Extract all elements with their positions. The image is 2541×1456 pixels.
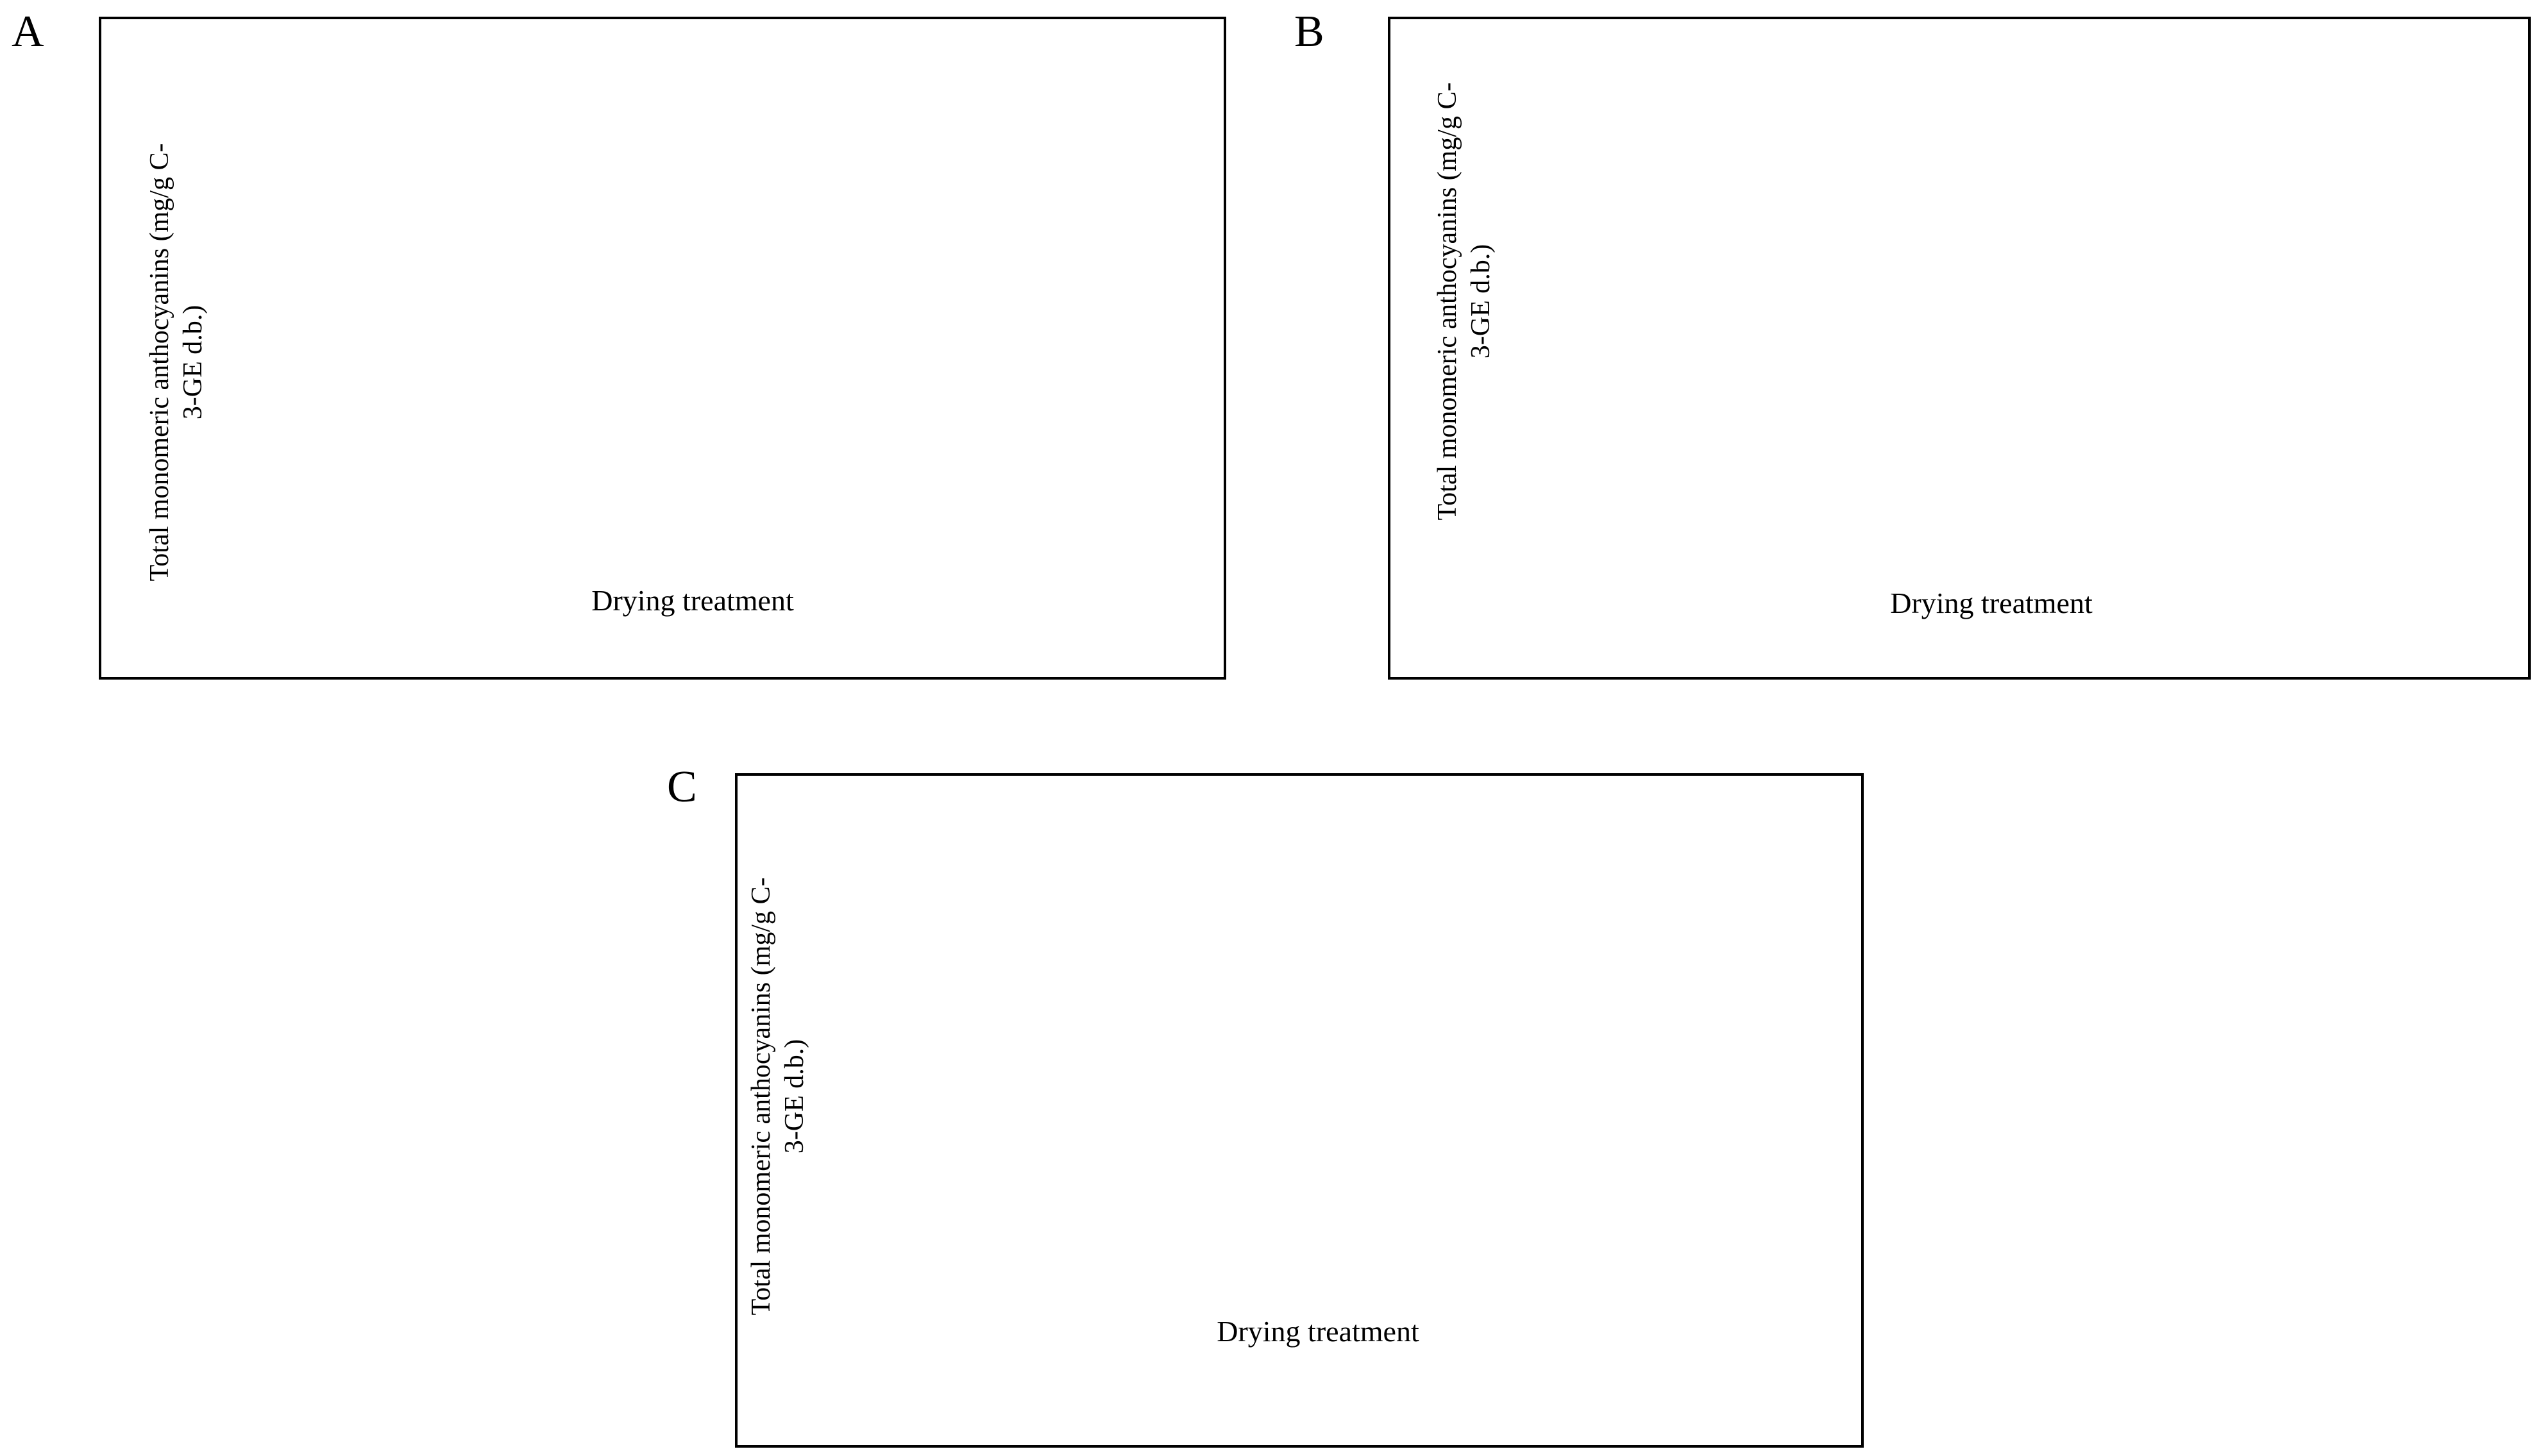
panel-label-c: C bbox=[667, 762, 697, 812]
panel-a-frame bbox=[99, 17, 1226, 680]
panel-b-frame bbox=[1388, 17, 2531, 680]
xlabel-b: Drying treatment bbox=[1890, 587, 2093, 619]
panel-c: C Total monomeric anthocyanins (mg/g C- … bbox=[667, 762, 1864, 1448]
panel-b: B Total monomeric anthocyanins (mg/g C- … bbox=[1294, 7, 2531, 680]
xlabel-c: Drying treatment bbox=[1217, 1315, 1419, 1348]
ylabel-a-line1: Total monomeric anthocyanins (mg/g C- bbox=[145, 144, 174, 582]
xlabel-a: Drying treatment bbox=[591, 584, 794, 617]
ylabel-c-line2: 3-GE d.b.) bbox=[780, 1039, 809, 1153]
panel-label-b: B bbox=[1294, 7, 1324, 56]
ylabel-b-line2: 3-GE d.b.) bbox=[1466, 244, 1496, 358]
panel-a: A Total monomeric anthocyanins (mg/g C- … bbox=[12, 7, 1226, 680]
ylabel-b-line1: Total monomeric anthocyanins (mg/g C- bbox=[1433, 83, 1462, 521]
ylabel-c-line1: Total monomeric anthocyanins (mg/g C- bbox=[747, 878, 776, 1316]
panel-label-a: A bbox=[12, 7, 44, 56]
ylabel-a-line2: 3-GE d.b.) bbox=[178, 305, 208, 419]
panel-c-frame bbox=[735, 773, 1864, 1448]
